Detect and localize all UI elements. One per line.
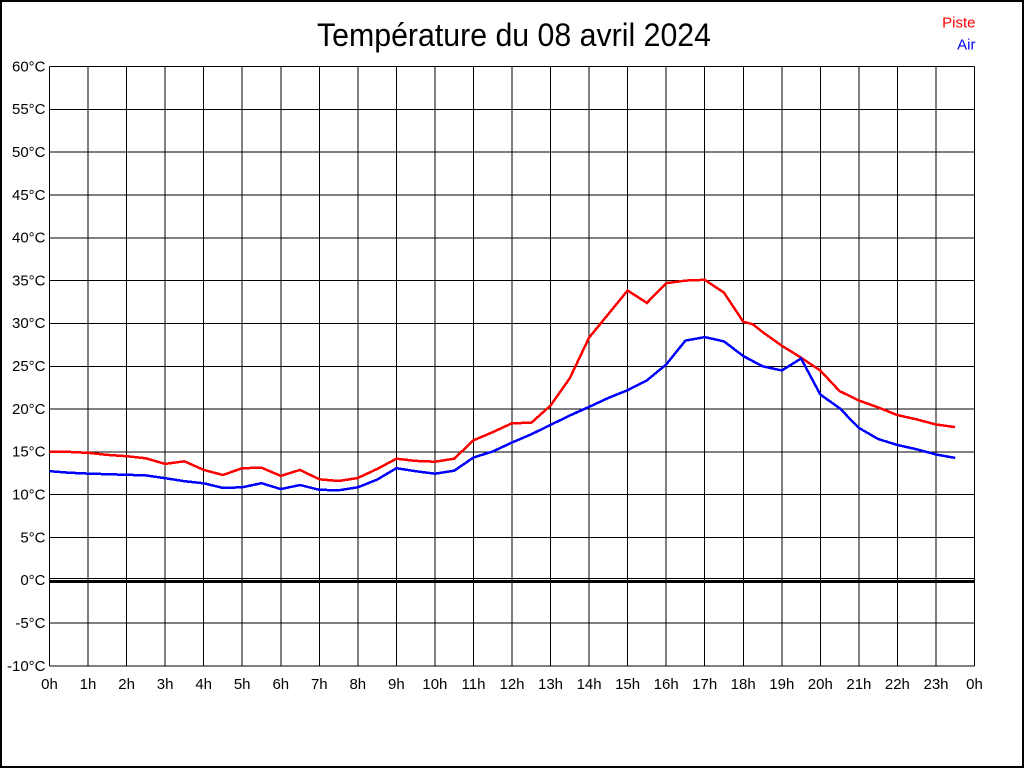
svg-text:0h: 0h bbox=[41, 676, 58, 693]
svg-text:1h: 1h bbox=[80, 676, 97, 693]
svg-text:10°C: 10°C bbox=[12, 487, 46, 504]
svg-text:3h: 3h bbox=[157, 676, 174, 693]
svg-text:10h: 10h bbox=[422, 676, 447, 693]
svg-text:Température du 08 avril 2024: Température du 08 avril 2024 bbox=[317, 17, 711, 53]
svg-text:19h: 19h bbox=[769, 676, 794, 693]
svg-text:35°C: 35°C bbox=[12, 272, 46, 289]
svg-text:2h: 2h bbox=[118, 676, 135, 693]
svg-text:15h: 15h bbox=[615, 676, 640, 693]
svg-text:30°C: 30°C bbox=[12, 315, 46, 332]
svg-text:17h: 17h bbox=[692, 676, 717, 693]
svg-text:16h: 16h bbox=[654, 676, 679, 693]
svg-text:21h: 21h bbox=[846, 676, 871, 693]
svg-text:20h: 20h bbox=[808, 676, 833, 693]
svg-text:14h: 14h bbox=[577, 676, 602, 693]
svg-text:7h: 7h bbox=[311, 676, 328, 693]
svg-text:-10°C: -10°C bbox=[7, 658, 46, 675]
svg-text:Piste: Piste bbox=[942, 14, 975, 31]
svg-text:22h: 22h bbox=[885, 676, 910, 693]
svg-text:0°C: 0°C bbox=[20, 572, 45, 589]
svg-text:15°C: 15°C bbox=[12, 444, 46, 461]
svg-text:Air: Air bbox=[957, 36, 975, 53]
svg-text:25°C: 25°C bbox=[12, 358, 46, 375]
svg-text:5h: 5h bbox=[234, 676, 251, 693]
svg-text:11h: 11h bbox=[462, 676, 486, 693]
svg-text:45°C: 45°C bbox=[12, 187, 46, 204]
svg-text:-5°C: -5°C bbox=[15, 615, 45, 632]
svg-text:50°C: 50°C bbox=[12, 144, 46, 161]
svg-text:13h: 13h bbox=[538, 676, 563, 693]
svg-text:6h: 6h bbox=[272, 676, 289, 693]
svg-text:8h: 8h bbox=[349, 676, 366, 693]
svg-text:40°C: 40°C bbox=[12, 230, 46, 247]
svg-text:55°C: 55°C bbox=[12, 101, 46, 118]
svg-text:20°C: 20°C bbox=[12, 401, 46, 418]
svg-text:5°C: 5°C bbox=[20, 529, 45, 546]
svg-text:23h: 23h bbox=[923, 676, 948, 693]
svg-text:0h: 0h bbox=[966, 676, 983, 693]
svg-text:9h: 9h bbox=[388, 676, 405, 693]
svg-text:4h: 4h bbox=[195, 676, 212, 693]
svg-text:12h: 12h bbox=[499, 676, 524, 693]
svg-text:18h: 18h bbox=[731, 676, 756, 693]
svg-text:60°C: 60°C bbox=[12, 58, 46, 75]
